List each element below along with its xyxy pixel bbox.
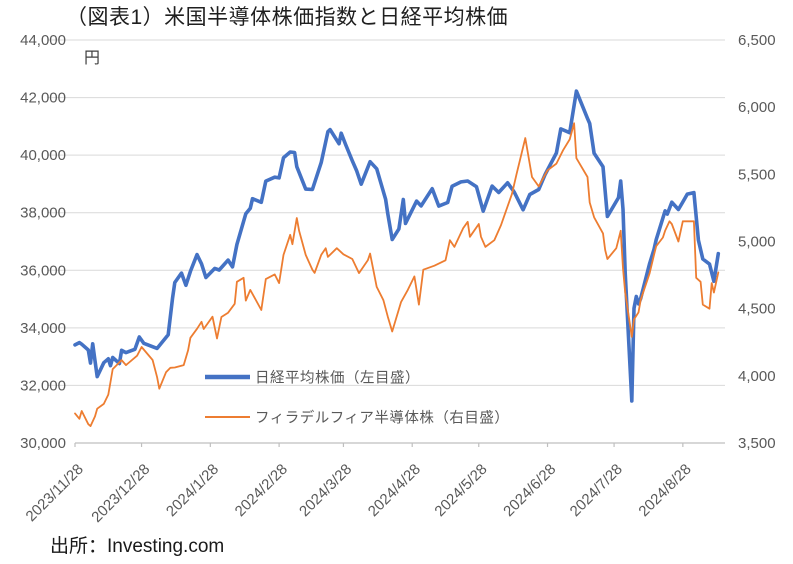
x-axis-tick-label: 2024/2/28 [232, 461, 291, 520]
x-axis-tick-label: 2024/4/28 [365, 461, 424, 520]
series-line-sox [74, 122, 720, 428]
y-axis-left-tick-label: 34,000 [20, 320, 66, 337]
y-axis-left-tick-label: 38,000 [20, 205, 66, 222]
x-axis-tick-label: 2023/11/28 [23, 461, 87, 525]
left-axis-unit-label: 円 [84, 50, 101, 67]
x-axis-tick-label: 2024/6/28 [500, 461, 559, 520]
x-axis-tick-label: 2024/7/28 [567, 461, 626, 520]
y-axis-right-tick-label: 4,500 [738, 301, 776, 318]
y-axis-left-tick-label: 30,000 [20, 435, 66, 452]
y-axis-left-tick-label: 32,000 [20, 377, 66, 394]
x-axis-tick-labels: 2023/11/28 2023/12/28 2024/1/28 2024/2/28 20… [23, 461, 695, 526]
y-axis-right-tick-label: 5,000 [738, 234, 776, 251]
y-axis-left-tick-label: 36,000 [20, 262, 66, 279]
legend-label: フィラデルフィア半導体株（右目盛） [255, 409, 509, 427]
x-axis-tick-label: 2023/12/28 [88, 461, 153, 526]
chart-legend: 日経平均株価（左目盛） フィラデルフィア半導体株（右目盛） [205, 370, 509, 427]
source-note: 出所：Investing.com [50, 536, 225, 557]
y-axis-right-tick-label: 6,500 [738, 32, 776, 49]
y-axis-left-tick-label: 44,000 [20, 32, 66, 49]
y-axis-right-tick-label: 5,500 [738, 166, 776, 183]
y-axis-left-tick-label: 42,000 [20, 90, 66, 107]
y-axis-right-tick-label: 3,500 [738, 435, 776, 452]
y-axis-right-tick-labels: 6,500 6,000 5,500 5,000 4,500 4,000 3,500 [738, 32, 776, 452]
y-axis-right-tick-label: 4,000 [738, 368, 776, 385]
y-axis-left-tick-labels: 44,000 42,000 40,000 38,000 36,000 34,000 32,0… [20, 32, 66, 452]
series-line-nikkei [73, 89, 721, 403]
x-axis-line-and-ticks [74, 442, 725, 447]
x-axis-tick-label: 2024/5/28 [431, 461, 490, 520]
x-axis-tick-label: 2024/3/28 [296, 461, 355, 520]
y-axis-right-tick-label: 6,000 [738, 99, 776, 116]
x-axis-tick-label: 2024/8/28 [635, 461, 694, 520]
y-axis-left-tick-label: 40,000 [20, 147, 66, 164]
legend-label: 日経平均株価（左目盛） [255, 370, 420, 387]
data-series-lines [73, 89, 721, 428]
x-axis-tick-label: 2024/1/28 [163, 461, 222, 520]
chart-title: （図表1）米国半導体株価指数と日経平均株価 [66, 6, 509, 29]
